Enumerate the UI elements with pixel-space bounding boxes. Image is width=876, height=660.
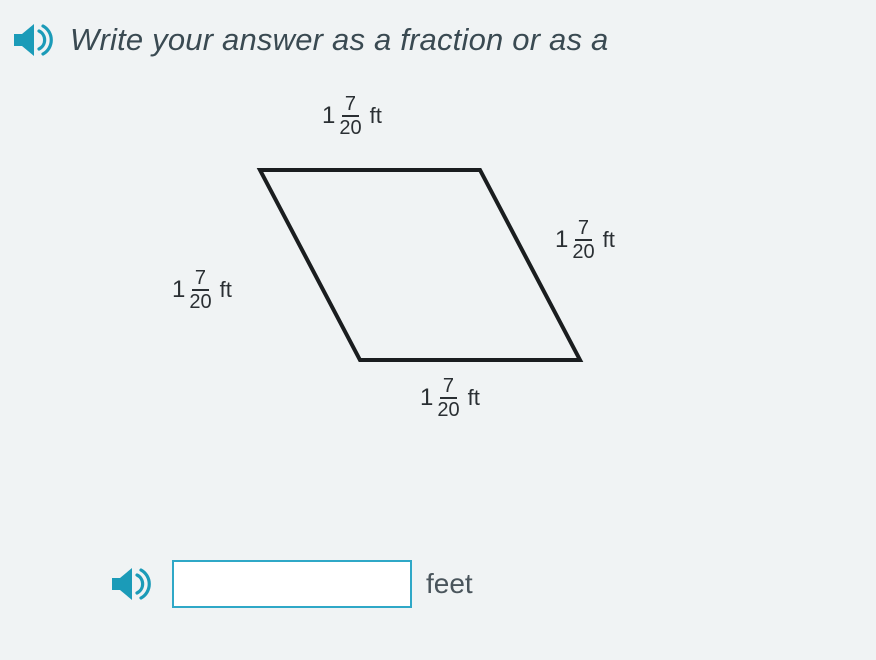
side-right-whole: 1 bbox=[555, 226, 568, 254]
side-label-bottom: 1 7 20 ft bbox=[420, 376, 480, 420]
speaker-icon[interactable] bbox=[12, 22, 56, 58]
side-left-unit: ft bbox=[220, 277, 232, 303]
page-root: Write your answer as a fraction or as a … bbox=[0, 0, 876, 660]
diagram-area: 1 7 20 ft 1 7 20 ft 1 7 bbox=[110, 100, 670, 480]
side-left-den: 20 bbox=[189, 291, 211, 312]
side-right-num: 7 bbox=[575, 218, 592, 241]
side-top-unit: ft bbox=[370, 103, 382, 129]
side-bottom-num: 7 bbox=[440, 376, 457, 399]
side-bottom-unit: ft bbox=[468, 385, 480, 411]
side-label-right: 1 7 20 ft bbox=[555, 218, 615, 262]
side-left-whole: 1 bbox=[172, 276, 185, 304]
side-right-unit: ft bbox=[603, 227, 615, 253]
prompt-text: Write your answer as a fraction or as a bbox=[70, 22, 608, 58]
side-right-den: 20 bbox=[572, 241, 594, 262]
side-label-top: 1 7 20 ft bbox=[322, 94, 382, 138]
answer-row: feet bbox=[110, 560, 473, 608]
side-top-num: 7 bbox=[342, 94, 359, 117]
side-top-den: 20 bbox=[339, 117, 361, 138]
side-bottom-whole: 1 bbox=[420, 384, 433, 412]
side-label-left: 1 7 20 ft bbox=[172, 268, 232, 312]
side-bottom-den: 20 bbox=[437, 399, 459, 420]
prompt-row: Write your answer as a fraction or as a bbox=[12, 22, 608, 58]
side-left-num: 7 bbox=[192, 268, 209, 291]
answer-unit: feet bbox=[426, 568, 473, 600]
answer-input[interactable] bbox=[172, 560, 412, 608]
speaker-icon[interactable] bbox=[110, 566, 154, 602]
side-top-whole: 1 bbox=[322, 102, 335, 130]
